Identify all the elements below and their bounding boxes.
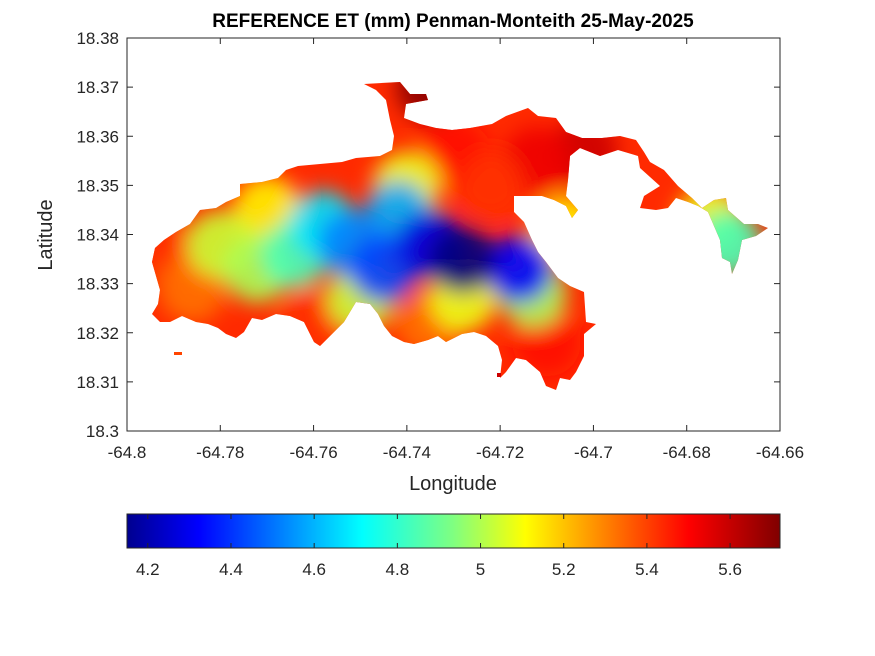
y-axis: 18.3 18.31 18.32 18.33 18.34 18.35 18.36 18.37 1… <box>76 29 780 441</box>
x-tick-label: -64.78 <box>196 443 244 462</box>
colorbar-ticks: 4.2 4.4 4.6 4.8 5 5.2 5.4 5.6 <box>136 514 742 579</box>
x-tick-label: -64.7 <box>574 443 613 462</box>
x-tick-label: -64.74 <box>383 443 431 462</box>
y-tick-label: 18.31 <box>76 373 119 392</box>
chart-title: REFERENCE ET (mm) Penman-Monteith 25-May… <box>212 11 694 32</box>
y-tick-label: 18.38 <box>76 29 119 48</box>
colorbar-tick-label: 5.6 <box>718 560 742 579</box>
heatmap-cell <box>456 151 525 220</box>
x-tick-label: -64.66 <box>756 443 804 462</box>
colorbar <box>126 513 781 549</box>
x-tick-label: -64.68 <box>663 443 711 462</box>
x-tick-label: -64.72 <box>476 443 524 462</box>
heatmap-cell <box>428 225 497 294</box>
x-tick-label: -64.8 <box>108 443 147 462</box>
colorbar-tick-label: 5.4 <box>635 560 659 579</box>
islet-marker <box>174 352 182 355</box>
y-tick-label: 18.34 <box>76 226 119 245</box>
colorbar-tick-label: 5 <box>476 560 485 579</box>
y-tick-label: 18.33 <box>76 275 119 294</box>
x-axis: -64.8 -64.78 -64.76 -64.74 -64.72 -64.7 -64.68… <box>108 38 804 462</box>
y-axis-label: Latitude <box>35 199 57 270</box>
x-axis-label: Longitude <box>409 473 497 495</box>
heatmap-cell <box>484 234 553 303</box>
colorbar-tick-label: 4.8 <box>386 560 410 579</box>
islet-marker <box>497 373 501 377</box>
colorbar-tick-label: 4.4 <box>219 560 243 579</box>
y-tick-label: 18.35 <box>76 176 119 195</box>
colorbar-tick-label: 4.2 <box>136 560 160 579</box>
heatmap-fields <box>152 82 763 377</box>
y-tick-label: 18.37 <box>76 78 119 97</box>
x-tick-label: -64.76 <box>289 443 337 462</box>
colorbar-tick-label: 4.6 <box>302 560 326 579</box>
colorbar-tick-label: 5.2 <box>552 560 576 579</box>
y-tick-label: 18.3 <box>86 422 119 441</box>
y-tick-label: 18.36 <box>76 127 119 146</box>
y-tick-label: 18.32 <box>76 324 119 343</box>
